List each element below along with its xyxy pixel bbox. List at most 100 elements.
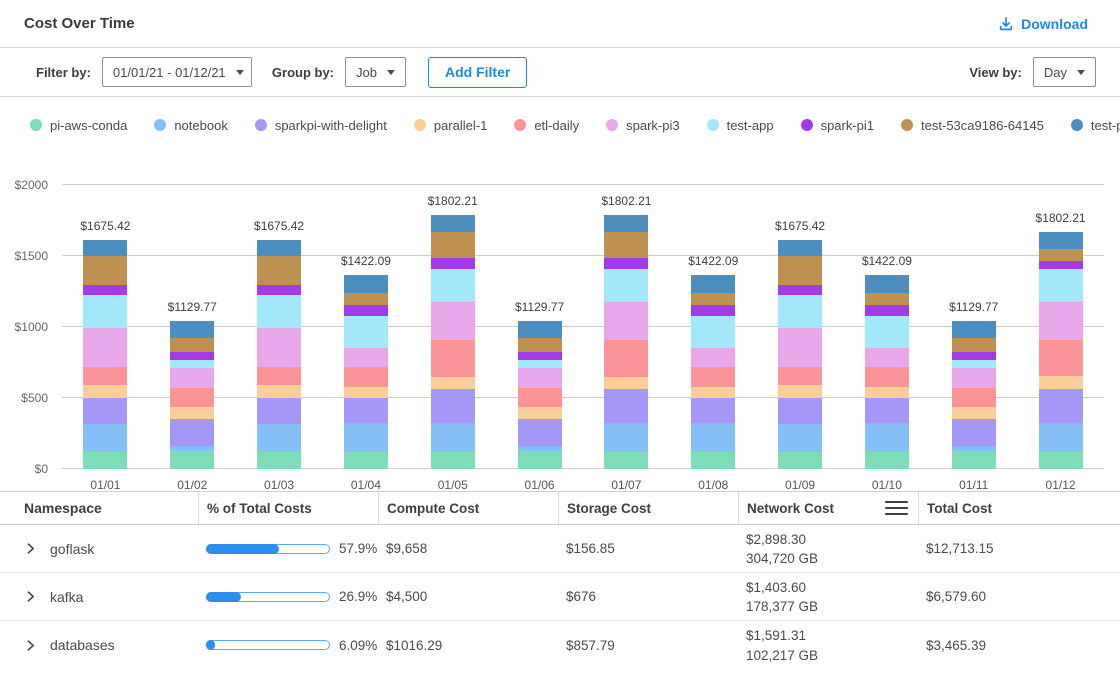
stacked-bar-01/12[interactable]: [1039, 232, 1083, 469]
legend-item-sparkpi-with-delight[interactable]: sparkpi-with-delight: [255, 118, 387, 133]
legend-item-notebook[interactable]: notebook: [154, 118, 228, 133]
legend-item-label: sparkpi-with-delight: [275, 118, 387, 133]
bar-segment-etl-daily: [778, 367, 822, 385]
total-cost-cell: $3,465.39: [918, 621, 1120, 669]
group-by-select[interactable]: Job: [345, 57, 406, 87]
compute-cost-cell: $1016.29: [378, 621, 558, 669]
bar-total-label: $1675.42: [80, 219, 130, 233]
legend-item-etl-daily[interactable]: etl-daily: [514, 118, 579, 133]
download-icon: [998, 16, 1014, 32]
table-row-goflask: goflask57.9%$9,658$156.85$2,898.30304,72…: [0, 525, 1120, 573]
x-axis-tick-label: 01/01: [62, 478, 149, 492]
chevron-right-icon[interactable]: [24, 590, 37, 603]
percent-cell: 57.9%: [198, 525, 378, 572]
legend-item-label: parallel-1: [434, 118, 487, 133]
bar-segment-etl-daily: [865, 367, 909, 387]
x-axis-tick-label: 01/12: [1017, 478, 1104, 492]
legend-item-label: notebook: [174, 118, 228, 133]
bar-segment-parallel-1: [865, 387, 909, 398]
bar-segment-test-53ca9186-64145: [170, 338, 214, 351]
percent-progress-bar: [206, 544, 330, 554]
legend-item-test-pkix[interactable]: test-pkix: [1071, 118, 1120, 133]
stacked-bar-01/04[interactable]: [344, 275, 388, 469]
percent-progress-fill: [206, 544, 279, 554]
bar-segment-test-pkix: [518, 321, 562, 339]
stacked-bar-01/02[interactable]: [170, 321, 214, 469]
column-header-6: Total Cost: [918, 492, 1120, 524]
legend-item-parallel-1[interactable]: parallel-1: [414, 118, 487, 133]
stacked-bar-01/08[interactable]: [691, 275, 735, 469]
column-header-label: Network Cost: [747, 501, 834, 516]
column-header-1: Namespace: [0, 492, 198, 524]
bar-segment-notebook: [83, 424, 127, 452]
download-button[interactable]: Download: [992, 15, 1094, 33]
bar-total-label: $1802.21: [601, 194, 651, 208]
legend-item-spark-pi3[interactable]: spark-pi3: [606, 118, 679, 133]
network-gb-value: 304,720 GB: [746, 551, 818, 567]
bar-segment-test-pkix: [604, 215, 648, 232]
legend-item-spark-pi1[interactable]: spark-pi1: [801, 118, 874, 133]
percent-progress-fill: [206, 640, 215, 650]
stacked-bar-01/01[interactable]: [83, 240, 127, 469]
bar-segment-sparkpi-with-delight: [952, 419, 996, 446]
x-axis-tick-label: 01/09: [757, 478, 844, 492]
column-header-label: Namespace: [24, 500, 102, 516]
chevron-right-icon[interactable]: [24, 639, 37, 652]
bar-segment-pi-aws-conda: [83, 452, 127, 469]
stacked-bar-01/03[interactable]: [257, 240, 301, 469]
namespace-label: databases: [50, 637, 115, 653]
namespace-cell: kafka: [0, 573, 198, 620]
bar-segment-spark-pi3: [344, 348, 388, 367]
storage-cost-cell: $676: [558, 573, 738, 620]
legend-dot-icon: [901, 119, 913, 131]
bar-segment-notebook: [257, 424, 301, 452]
bar-segment-test-app: [431, 269, 475, 302]
compute-cost-cell: $4,500: [378, 573, 558, 620]
legend-dot-icon: [154, 119, 166, 131]
legend-item-test-app[interactable]: test-app: [707, 118, 774, 133]
bar-segment-test-app: [344, 316, 388, 348]
view-by-select[interactable]: Day: [1033, 57, 1096, 87]
bar-slot-01/01: $1675.4201/01: [62, 185, 149, 469]
stacked-bar-01/10[interactable]: [865, 275, 909, 469]
bar-segment-test-pkix: [865, 275, 909, 293]
namespace-cell: goflask: [0, 525, 198, 572]
bar-segment-test-pkix: [952, 321, 996, 339]
bar-segment-parallel-1: [778, 385, 822, 398]
date-range-select[interactable]: 01/01/21 - 01/12/21: [102, 57, 252, 87]
bar-segment-test-53ca9186-64145: [778, 256, 822, 285]
bar-segment-test-app: [691, 316, 735, 348]
column-menu-icon[interactable]: [885, 501, 908, 516]
chevron-right-icon[interactable]: [24, 542, 37, 555]
network-cost-cell: $1,591.31102,217 GB: [738, 621, 918, 669]
legend-item-pi-aws-conda[interactable]: pi-aws-conda: [30, 118, 127, 133]
bar-total-label: $1422.09: [341, 254, 391, 268]
bar-segment-notebook: [344, 423, 388, 452]
bar-segment-etl-daily: [1039, 340, 1083, 376]
page-title: Cost Over Time: [24, 15, 135, 32]
network-gb-value: 178,377 GB: [746, 599, 818, 615]
bar-segment-test-pkix: [257, 240, 301, 256]
bar-segment-test-pkix: [170, 321, 214, 339]
bar-segment-spark-pi1: [952, 352, 996, 360]
stacked-bar-01/09[interactable]: [778, 240, 822, 469]
stacked-bar-01/11[interactable]: [952, 321, 996, 469]
bar-segment-parallel-1: [83, 385, 127, 398]
stacked-bar-01/07[interactable]: [604, 215, 648, 469]
legend-item-label: test-pkix: [1091, 118, 1120, 133]
x-axis-tick-label: 01/10: [843, 478, 930, 492]
bar-segment-notebook: [778, 424, 822, 452]
legend-item-test-53ca9186-64145[interactable]: test-53ca9186-64145: [901, 118, 1044, 133]
table-row-databases: databases6.09%$1016.29$857.79$1,591.3110…: [0, 621, 1120, 669]
compute-cost-cell: $9,658: [378, 525, 558, 572]
stacked-bar-01/06[interactable]: [518, 321, 562, 469]
bar-total-label: $1129.77: [515, 300, 564, 314]
stacked-bar-01/05[interactable]: [431, 215, 475, 469]
bar-total-label: $1129.77: [168, 300, 217, 314]
bar-total-label: $1422.09: [862, 254, 912, 268]
legend-dot-icon: [606, 119, 618, 131]
bar-total-label: $1802.21: [428, 194, 478, 208]
bar-segment-test-app: [170, 360, 214, 368]
legend-item-label: etl-daily: [534, 118, 579, 133]
add-filter-button[interactable]: Add Filter: [428, 57, 527, 88]
